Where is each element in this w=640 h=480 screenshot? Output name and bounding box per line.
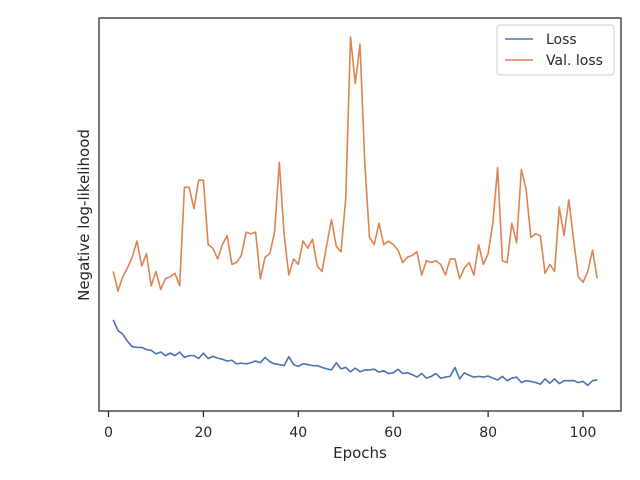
plot-area: [99, 18, 621, 411]
axes-frame: [98, 17, 622, 412]
y-axis-label: Negative log-likelihood: [75, 129, 93, 301]
legend-label-val-loss: Val. loss: [546, 53, 603, 69]
legend-label-loss: Loss: [546, 32, 577, 48]
series-line-loss: [112, 319, 598, 387]
x-tick-label: 20: [194, 425, 212, 441]
x-tick-label: 40: [289, 425, 307, 441]
series-layer: [112, 36, 599, 387]
x-tick-label: 60: [384, 425, 402, 441]
x-tick-label: 0: [104, 425, 113, 441]
legend: Loss Val. loss: [496, 24, 615, 76]
x-tick-label: 100: [570, 425, 597, 441]
legend-frame: [496, 24, 615, 76]
x-axis-ticks: 0 20 40 60 80 100: [104, 411, 596, 441]
x-axis-label: Epochs: [333, 444, 387, 462]
series-line-val-loss: [112, 36, 599, 292]
x-tick-label: 80: [479, 425, 497, 441]
axes-background: [99, 18, 621, 411]
